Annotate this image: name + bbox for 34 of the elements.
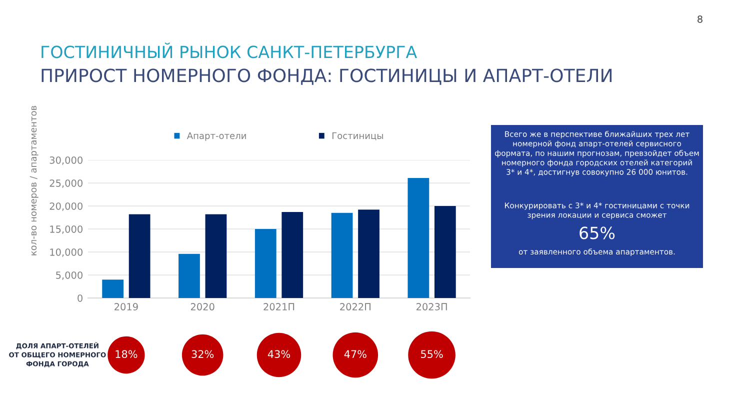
- data-label: 55%: [421, 350, 443, 358]
- bar: [408, 178, 430, 298]
- x-tick-label: 2021П: [264, 303, 294, 310]
- bar: [358, 210, 380, 298]
- y-tick-label: 5,000: [56, 271, 82, 280]
- y-tick-label: 25,000: [50, 179, 82, 188]
- legend-label: Апарт-отели: [186, 132, 246, 141]
- x-tick-label: 2020: [190, 303, 214, 310]
- chart-title: ГОСТИНИЧНЫЙ РЫНОК САНКТ-ПЕТЕРБУРГА: [42, 42, 418, 58]
- y-tick-label: 10,000: [50, 248, 82, 257]
- y-tick-label: 20,000: [50, 202, 82, 211]
- bar: [102, 280, 124, 298]
- y-tick-label: 0: [78, 294, 82, 302]
- bar: [128, 214, 150, 298]
- bar: [331, 212, 353, 298]
- data-label: 32%: [192, 350, 214, 358]
- data-label: 43%: [268, 350, 290, 358]
- y-tick-label: 15,000: [50, 225, 82, 234]
- bar: [178, 254, 200, 298]
- x-tick-label: 2019: [114, 303, 138, 310]
- bar: [434, 206, 456, 298]
- bar: [282, 212, 304, 298]
- y-axis-title: кол-во номеров / апартаментов: [30, 106, 38, 256]
- data-label: 18%: [116, 350, 138, 358]
- y-tick-label: 30,000: [50, 156, 82, 165]
- x-tick-label: 2022П: [340, 303, 370, 310]
- bar: [254, 229, 276, 298]
- data-label: 47%: [344, 350, 366, 358]
- text: 65%: [580, 226, 615, 240]
- bar: [205, 214, 227, 298]
- x-tick-label: 2023П: [416, 303, 447, 310]
- legend-label: Гостиницы: [332, 132, 383, 140]
- chart-subtitle: ПРИРОСТ НОМЕРНОГО ФОНДА: ГОСТИНИЦЫ И АПАРТ-ОТЕЛИ: [42, 68, 612, 85]
- text: 8: [698, 15, 702, 23]
